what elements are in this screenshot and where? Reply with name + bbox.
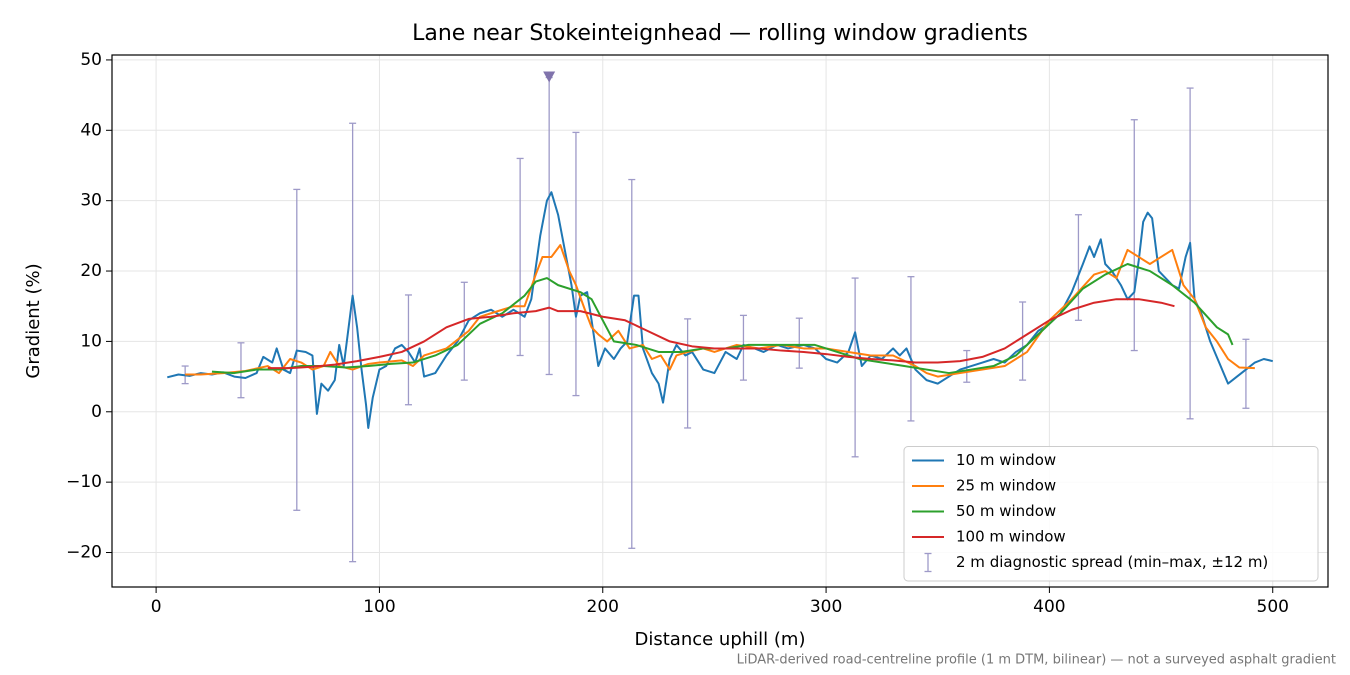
- plot-area: [167, 71, 1273, 563]
- error-bar: [349, 122, 357, 563]
- error-bar: [1019, 301, 1027, 381]
- legend-label: 2 m diagnostic spread (min–max, ±12 m): [956, 553, 1268, 571]
- legend-box: [903, 446, 1319, 582]
- error-bar: [795, 317, 803, 369]
- error-bar: [1242, 338, 1250, 409]
- error-bar: [907, 276, 915, 422]
- y-tick-label: −10: [66, 472, 102, 492]
- error-bar: [963, 349, 971, 383]
- error-bar: [1130, 119, 1138, 352]
- x-tick-label: 0: [151, 597, 162, 617]
- y-tick-label: 50: [80, 50, 102, 70]
- series-line: [267, 298, 1175, 370]
- error-bar: [628, 178, 636, 549]
- error-bar: [572, 131, 580, 397]
- x-tick-label: 500: [1257, 597, 1289, 617]
- series-line: [167, 191, 1273, 429]
- x-tick-label: 400: [1033, 597, 1065, 617]
- y-axis-label: Gradient (%): [23, 263, 44, 378]
- x-tick-label: 200: [587, 597, 619, 617]
- axes: 0 100 200 300 400 500 −20 −10 0 10 20 30 40 50: [66, 50, 1289, 617]
- series-line: [211, 263, 1234, 375]
- x-tick-label: 300: [810, 597, 842, 617]
- x-tick-label: 100: [363, 597, 395, 617]
- legend-label: 100 m window: [956, 528, 1066, 546]
- error-bar: [237, 342, 245, 399]
- chart-title: Lane near Stokeinteignhead — rolling win…: [412, 21, 1028, 46]
- error-bar: [516, 157, 524, 357]
- y-tick-label: 20: [80, 261, 102, 281]
- legend-label: 50 m window: [956, 502, 1056, 520]
- marker: [543, 71, 556, 83]
- legend: 10 m window 25 m window 50 m window 100 m w…: [903, 446, 1319, 582]
- legend-label: 10 m window: [956, 451, 1056, 469]
- y-tick-label: 30: [80, 191, 102, 211]
- error-bar: [1074, 214, 1082, 321]
- legend-label: 25 m window: [956, 477, 1056, 495]
- footnote: LiDAR-derived road-centreline profile (1…: [737, 653, 1336, 668]
- y-tick-label: 10: [80, 331, 102, 351]
- x-axis-label: Distance uphill (m): [635, 629, 806, 650]
- y-tick-label: 0: [91, 402, 102, 422]
- y-tick-label: 40: [80, 120, 102, 140]
- plot-frame: [111, 54, 1329, 588]
- y-tick-label: −20: [66, 543, 102, 563]
- error-bar: [851, 277, 859, 458]
- error-bar: [684, 318, 692, 429]
- error-bar: [460, 281, 468, 381]
